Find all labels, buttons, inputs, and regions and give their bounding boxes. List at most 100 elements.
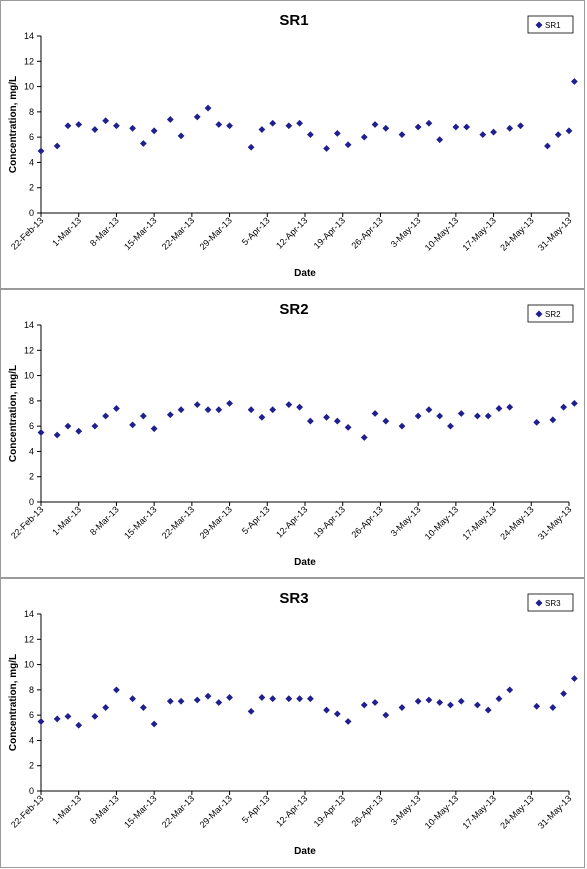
data-point xyxy=(258,694,266,701)
data-point xyxy=(565,127,573,135)
data-point xyxy=(323,145,330,152)
x-tick-label: 1-Mar-13 xyxy=(50,504,83,537)
data-point xyxy=(490,128,497,136)
data-point xyxy=(204,692,212,700)
x-tick-label: 17-May-13 xyxy=(460,504,497,541)
x-tick-label: 10-May-13 xyxy=(423,215,460,252)
x-tick-label: 12-Apr-13 xyxy=(274,215,309,250)
chart-panel-sr1: SR1 0 2 4 6 8 10 12 14 22-Feb-13 1-Mar-13 8-Mar-13 1… xyxy=(0,0,585,289)
data-point xyxy=(150,127,158,135)
data-point xyxy=(382,417,390,425)
data-point xyxy=(463,123,471,131)
data-point xyxy=(296,119,304,127)
chart-title: SR3 xyxy=(279,590,308,607)
y-tick-label: 14 xyxy=(24,31,34,41)
data-point xyxy=(129,124,136,132)
x-axis-label: Date xyxy=(294,268,316,279)
data-point xyxy=(344,718,352,725)
y-tick-label: 10 xyxy=(24,82,34,92)
data-point xyxy=(333,417,341,425)
x-tick-label: 8-Mar-13 xyxy=(88,793,121,826)
x-axis-label: Date xyxy=(294,846,316,857)
legend: SR1 xyxy=(527,15,574,34)
y-tick-label: 12 xyxy=(24,56,34,66)
data-point xyxy=(436,412,444,420)
x-tick-label: 15-Mar-13 xyxy=(122,793,158,829)
data-point xyxy=(495,695,503,703)
data-point xyxy=(215,406,223,414)
x-tick-label: 5-Apr-13 xyxy=(240,793,272,825)
x-tick-label: 8-Mar-13 xyxy=(88,504,121,537)
data-point xyxy=(533,702,541,710)
y-axis-label: Concentration, mg/L xyxy=(8,76,19,173)
data-point xyxy=(398,704,406,711)
data-point xyxy=(382,711,390,719)
x-tick-label: 24-May-13 xyxy=(498,504,535,541)
data-point xyxy=(360,701,368,709)
data-point xyxy=(506,686,514,694)
y-tick-label: 2 xyxy=(29,761,34,771)
data-point xyxy=(398,131,406,139)
y-tick-label: 10 xyxy=(24,660,34,670)
data-point xyxy=(570,78,578,85)
data-point xyxy=(37,429,45,436)
data-point xyxy=(570,675,578,682)
data-point xyxy=(177,132,185,140)
data-point xyxy=(113,405,120,412)
data-point xyxy=(226,694,233,701)
data-point xyxy=(398,422,406,430)
legend-label: SR3 xyxy=(545,599,561,608)
data-point xyxy=(64,122,72,130)
data-point xyxy=(344,424,352,431)
x-tick-label: 31-May-13 xyxy=(536,504,573,541)
y-axis-label: Concentration, mg/L xyxy=(8,365,19,462)
x-tick-label: 31-May-13 xyxy=(536,215,573,252)
x-tick-label: 12-Apr-13 xyxy=(274,504,309,539)
data-point xyxy=(258,126,266,133)
y-tick-label: 2 xyxy=(29,183,34,193)
data-point xyxy=(37,718,45,725)
y-tick-label: 4 xyxy=(29,735,34,745)
data-point xyxy=(166,697,174,705)
data-point xyxy=(75,721,83,729)
data-point xyxy=(64,713,72,720)
data-point xyxy=(533,418,541,426)
x-tick-label: 12-Apr-13 xyxy=(274,793,309,828)
y-tick-label: 2 xyxy=(29,472,34,482)
x-tick-label: 22-Mar-13 xyxy=(160,793,196,829)
data-point xyxy=(150,720,158,728)
data-point xyxy=(560,403,568,411)
data-point xyxy=(285,401,293,409)
data-point xyxy=(139,704,147,711)
data-point xyxy=(193,696,201,704)
x-tick-label: 19-Apr-13 xyxy=(312,504,347,539)
data-point xyxy=(193,113,201,121)
data-point xyxy=(474,701,481,709)
x-tick-label: 22-Feb-13 xyxy=(9,215,45,251)
data-point xyxy=(382,124,390,132)
y-tick-label: 0 xyxy=(29,497,34,507)
data-point xyxy=(484,706,492,714)
data-point xyxy=(296,695,304,703)
y-tick-label: 6 xyxy=(29,132,34,142)
data-point xyxy=(166,116,174,123)
data-point xyxy=(285,122,293,130)
x-tick-label: 10-May-13 xyxy=(423,793,460,830)
x-tick-label: 5-Apr-13 xyxy=(240,215,272,247)
data-point xyxy=(436,136,444,144)
data-point xyxy=(344,141,352,149)
data-point xyxy=(360,434,368,441)
data-point xyxy=(306,131,314,139)
x-tick-label: 1-Mar-13 xyxy=(50,215,83,248)
data-point xyxy=(166,411,174,419)
data-point xyxy=(306,695,314,703)
data-point xyxy=(53,715,61,723)
data-point xyxy=(425,119,433,127)
legend-marker xyxy=(535,599,543,607)
legend-marker xyxy=(535,21,543,29)
data-point xyxy=(506,124,514,132)
data-point xyxy=(296,403,304,411)
data-point xyxy=(37,147,45,155)
data-point xyxy=(549,416,557,424)
x-axis-label: Date xyxy=(294,557,316,568)
